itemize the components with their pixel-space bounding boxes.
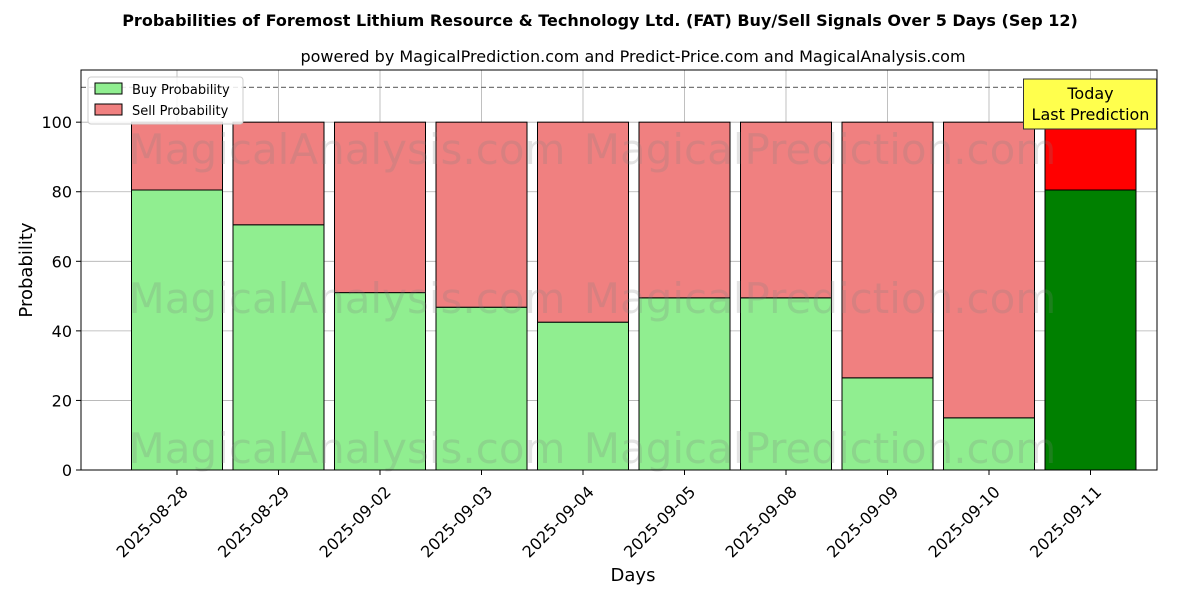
bar-buy [131, 189, 223, 471]
legend: Buy Probability Sell Probability [87, 76, 244, 125]
legend-label-buy: Buy Probability [132, 83, 230, 98]
bar-sell [537, 121, 629, 323]
x-axis-label: Days [611, 565, 656, 586]
x-tick-label: 2025-08-29 [214, 482, 293, 561]
y-axis-label: Probability [16, 222, 37, 317]
bar-buy [943, 417, 1035, 471]
bar-sell [638, 121, 731, 299]
watermark-text: MagicalAnalysis.com [129, 424, 566, 473]
axes-frame [80, 69, 1158, 471]
x-tick-label: 2025-08-28 [113, 482, 192, 561]
x-tick-label: 2025-09-11 [1026, 482, 1105, 561]
bar-buy [638, 297, 731, 471]
x-tick-label: 2025-09-02 [316, 482, 395, 561]
bars [131, 121, 1137, 471]
bar-sell [1044, 121, 1137, 191]
bar-sell [334, 121, 426, 294]
annotation-box [1023, 78, 1157, 130]
y-tick-label: 60 [52, 252, 72, 271]
x-tick-label: 2025-09-08 [722, 482, 801, 561]
legend-swatch-sell [94, 103, 123, 116]
y-tick-label: 0 [62, 461, 72, 480]
bar-sell [841, 121, 934, 379]
bar-buy [537, 321, 629, 471]
watermarks: MagicalAnalysis.com MagicalPrediction.com… [129, 125, 1057, 473]
x-tick-label: 2025-09-03 [417, 482, 496, 561]
watermark-text: MagicalAnalysis.com [129, 274, 566, 323]
y-tick-label: 100 [41, 113, 72, 132]
watermark-text: MagicalAnalysis.com [129, 125, 566, 174]
bar-sell [435, 121, 528, 308]
bar-buy [1044, 189, 1137, 471]
bar-buy [435, 306, 528, 471]
legend-label-sell: Sell Probability [132, 104, 229, 119]
chart-title: Probabilities of Foremost Lithium Resour… [122, 11, 1078, 30]
today-annotation: Today Last Prediction [1023, 78, 1157, 130]
bar-sell [943, 121, 1035, 419]
chart-subtitle: powered by MagicalPrediction.com and Pre… [300, 47, 965, 66]
x-tick-label: 2025-09-10 [925, 482, 1004, 561]
watermark-text: MagicalPrediction.com [584, 274, 1057, 323]
y-tick-label: 80 [52, 183, 72, 202]
x-tick-label: 2025-09-09 [823, 482, 902, 561]
y-axis: 0 20 40 60 80 100 [41, 113, 81, 480]
annotation-line2: Last Prediction [1032, 105, 1150, 124]
bar-buy [841, 377, 934, 471]
legend-swatch-buy [94, 82, 123, 95]
watermark-text: MagicalPrediction.com [584, 125, 1057, 174]
watermark-text: MagicalPrediction.com [584, 424, 1057, 473]
bar-buy [740, 297, 832, 471]
x-tick-label: 2025-09-05 [620, 482, 699, 561]
legend-box [87, 76, 244, 125]
bar-sell [232, 121, 325, 226]
y-tick-label: 40 [52, 322, 72, 341]
bar-buy [334, 292, 426, 471]
x-tick-label: 2025-09-04 [519, 482, 598, 561]
annotation-line1: Today [1066, 84, 1113, 103]
bar-sell [740, 121, 832, 299]
x-axis: 2025-08-28 2025-08-29 2025-09-02 2025-09-03… [113, 470, 1105, 561]
y-tick-label: 20 [52, 391, 72, 410]
bar-sell [131, 121, 223, 191]
